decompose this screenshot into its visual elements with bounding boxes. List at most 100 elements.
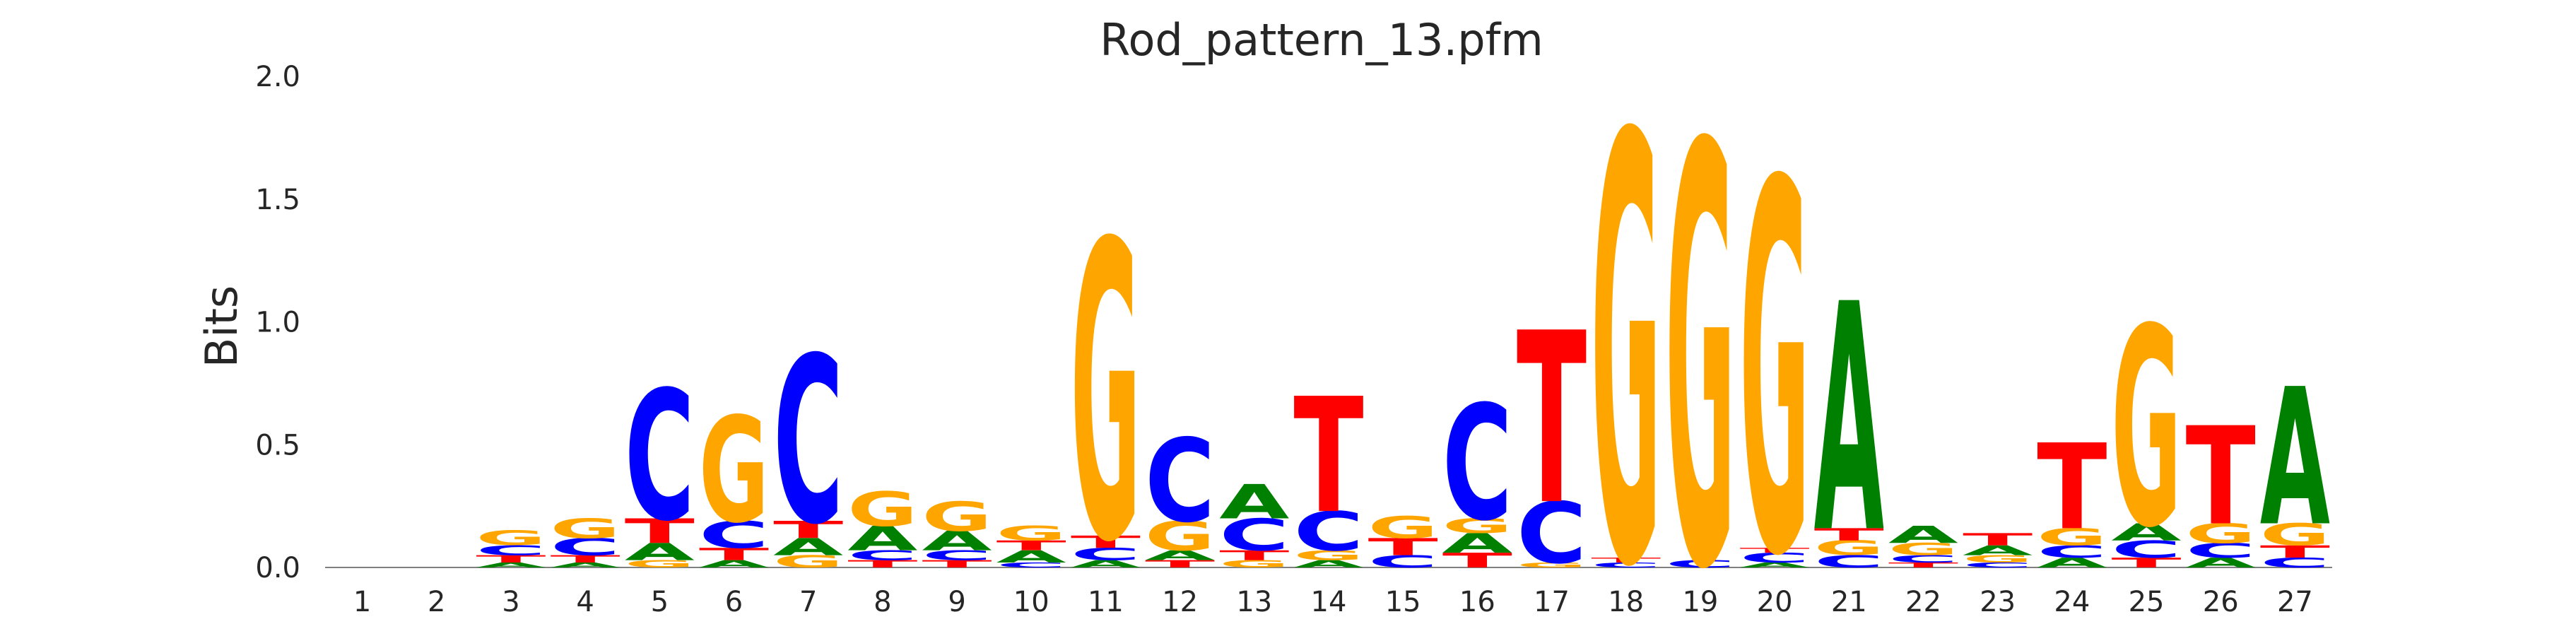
logo-letter-a: A [476,561,546,569]
x-tick-label: 11 [1088,586,1124,618]
x-tick-label: 22 [1905,586,1941,618]
logo-letter-t: T [1888,561,1958,569]
chart-title: Rod_pattern_13.pfm [1100,14,1543,66]
logo-letter-t: T [1145,558,1215,570]
logo-letter-c: C [2037,542,2107,562]
logo-letter-t: T [2037,419,2107,556]
logo-letter-c: C [1963,561,2033,569]
logo-letter-t: T [1591,556,1661,564]
logo-letter-t: T [1442,549,1512,572]
logo-letter-a: A [922,526,992,557]
logo-letter-g: G [1963,553,2033,565]
x-tick-label: 18 [1608,586,1644,618]
logo-letter-t: T [2260,542,2330,562]
logo-letter-c: C [1219,510,1289,560]
logo-letter-c: C [1591,561,1661,569]
logo-letter-g: G [2037,524,2107,551]
x-tick-label: 26 [2203,586,2239,618]
logo-letter-c: C [2260,555,2330,570]
x-tick-label: 5 [651,586,669,618]
logo-letter-a: A [551,561,621,569]
logo-letter-t: T [2186,399,2256,555]
x-tick-label: 7 [799,586,817,618]
x-tick-label: 16 [1459,586,1495,618]
logo-letter-a: A [1888,522,1958,549]
logo-letter-g: G [1219,558,1289,570]
y-tick-label: 0.5 [255,429,300,461]
logo-letter-a: A [1442,528,1512,559]
logo-letter-c: C [1740,550,1810,565]
logo-letter-c: C [773,310,843,575]
logo-letter-t: T [476,553,546,565]
logo-letter-c: C [1368,552,1438,572]
logo-letter-g: G [1293,548,1363,563]
x-tick-label: 4 [576,586,594,618]
y-tick-label: 1.0 [255,307,300,339]
logo-letter-t: T [1368,534,1438,561]
x-tick-label: 3 [502,586,519,618]
logo-letter-g: G [922,493,992,540]
x-tick-label: 25 [2129,586,2165,618]
logo-letter-g: G [1591,15,1661,636]
logo-letter-a: A [1814,238,1885,602]
logo-letter-g: G [773,552,843,572]
logo-letter-a: A [1219,475,1289,530]
logo-letter-t: T [2111,555,2182,571]
x-tick-label: 15 [1385,586,1421,618]
logo-letter-c: C [625,353,695,560]
x-tick-label: 2 [428,586,445,618]
logo-letter-c: C [2111,536,2181,564]
logo-letter-a: A [1071,558,1141,570]
logo-letter-t: T [1814,525,1884,545]
logo-letter-t: T [625,512,695,550]
logo-letter-g: G [1071,159,1141,632]
y-tick-label: 0.0 [255,552,300,584]
x-tick-label: 17 [1534,586,1570,618]
logo-letter-c: C [476,543,546,558]
logo-letter-g: G [476,526,546,550]
logo-letter-t: T [847,558,917,570]
logo-letter-t: T [1963,530,2033,550]
logo-letter-c: C [847,548,917,563]
x-tick-label: 14 [1311,586,1347,618]
logo-letter-a: A [2037,555,2107,570]
logo-letter-a: A [625,538,695,566]
logo-letter-t: T [551,553,621,565]
logo-letter-a: A [699,558,770,570]
logo-letter-g: G [1888,539,1958,559]
logo-letter-g: G [1368,510,1438,546]
y-tick-label: 2.0 [255,61,300,93]
logo-letter-t: T [773,516,843,543]
logo-letter-a: A [1740,561,1810,569]
logo-letter-c: C [1145,416,1215,548]
logo-letter-c: C [551,534,621,561]
x-tick-label: 19 [1682,586,1718,618]
x-tick-label: 24 [2054,586,2090,618]
x-tick-label: 13 [1236,586,1272,618]
logo-letter-t: T [1517,282,1587,557]
logo-letter-a: A [2111,519,2181,546]
logo-letter-t: T [699,544,769,564]
logo-letter-c: C [1442,371,1512,555]
logo-letter-g: G [1442,514,1512,538]
x-tick-label: 23 [1980,586,2016,618]
x-tick-label: 8 [874,586,891,618]
logo-letter-t: T [1219,548,1290,563]
logo-letter-t: T [1293,365,1363,549]
logo-letter-g: G [699,387,769,555]
logo-letter-c: C [699,514,769,557]
logo-letter-a: A [847,519,917,558]
x-tick-label: 27 [2277,586,2313,618]
logo-letter-t: T [996,538,1067,553]
logo-letter-t: T [1740,546,1810,554]
logo-letter-a: A [2260,349,2330,568]
x-tick-label: 21 [1831,586,1867,618]
x-tick-label: 10 [1013,586,1049,618]
x-tick-label: 9 [948,586,965,618]
logo-letter-g: G [1145,513,1215,560]
y-tick-label: 1.5 [255,184,300,216]
logo-letter-a: A [1293,558,1364,570]
logo-letter-c: C [1665,558,1735,570]
logo-letter-g: G [551,513,621,544]
